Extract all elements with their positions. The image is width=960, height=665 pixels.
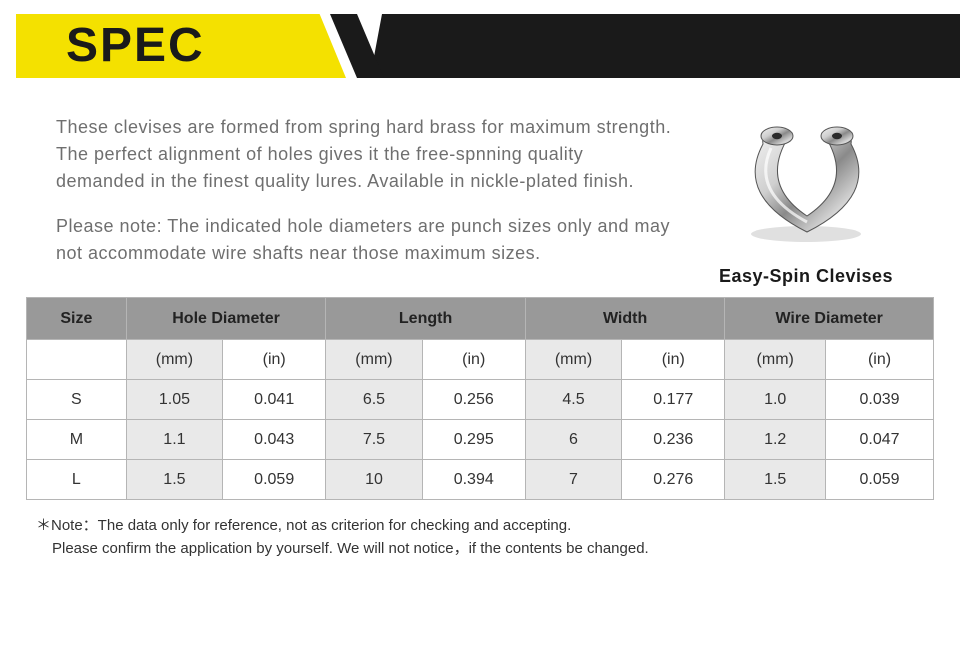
table-unit-row: (mm) (in) (mm) (in) (mm) (in) (mm) (in) (27, 340, 934, 380)
table-row: S 1.05 0.041 6.5 0.256 4.5 0.177 1.0 0.0… (27, 380, 934, 420)
description-paragraph-1: These clevises are formed from spring ha… (56, 114, 672, 195)
cell-wid-in: 0.276 (622, 460, 725, 500)
cell-wire-in: 0.059 (826, 460, 934, 500)
cell-hole-mm: 1.1 (126, 420, 222, 460)
cell-wire-in: 0.039 (826, 380, 934, 420)
description-section: These clevises are formed from spring ha… (0, 78, 960, 297)
cell-len-mm: 7.5 (326, 420, 422, 460)
note-line-1: ＊Note：The data only for reference, not a… (36, 514, 924, 537)
banner-title: SPEC (66, 14, 205, 78)
cell-len-mm: 6.5 (326, 380, 422, 420)
spec-table-wrap: Size Hole Diameter Length Width Wire Dia… (0, 297, 960, 500)
note-line-2: Please confirm the application by yourse… (36, 537, 924, 560)
cell-size: L (27, 460, 127, 500)
col-width: Width (525, 298, 725, 340)
cell-wid-mm: 4.5 (525, 380, 621, 420)
header-banner: SPEC (0, 14, 960, 78)
unit-wid-in: (in) (622, 340, 725, 380)
cell-wid-in: 0.177 (622, 380, 725, 420)
note-section: ＊Note：The data only for reference, not a… (0, 500, 960, 561)
unit-len-in: (in) (422, 340, 525, 380)
col-length: Length (326, 298, 526, 340)
unit-wid-mm: (mm) (525, 340, 621, 380)
cell-hole-in: 0.059 (223, 460, 326, 500)
cell-wid-in: 0.236 (622, 420, 725, 460)
spec-page: SPEC These clevises are formed from spri… (0, 14, 960, 665)
unit-len-mm: (mm) (326, 340, 422, 380)
unit-wire-mm: (mm) (725, 340, 826, 380)
cell-wire-mm: 1.0 (725, 380, 826, 420)
cell-size: S (27, 380, 127, 420)
cell-len-in: 0.295 (422, 420, 525, 460)
table-header-row: Size Hole Diameter Length Width Wire Dia… (27, 298, 934, 340)
banner-black-bar (370, 14, 960, 78)
clevis-icon (711, 114, 901, 254)
cell-hole-in: 0.043 (223, 420, 326, 460)
cell-len-mm: 10 (326, 460, 422, 500)
cell-wire-mm: 1.5 (725, 460, 826, 500)
cell-size: M (27, 420, 127, 460)
spec-table: Size Hole Diameter Length Width Wire Dia… (26, 297, 934, 500)
col-wire-diameter: Wire Diameter (725, 298, 934, 340)
cell-hole-mm: 1.05 (126, 380, 222, 420)
cell-len-in: 0.256 (422, 380, 525, 420)
description-text: These clevises are formed from spring ha… (56, 114, 672, 285)
unit-hole-in: (in) (223, 340, 326, 380)
table-row: M 1.1 0.043 7.5 0.295 6 0.236 1.2 0.047 (27, 420, 934, 460)
table-row: L 1.5 0.059 10 0.394 7 0.276 1.5 0.059 (27, 460, 934, 500)
description-paragraph-2: Please note: The indicated hole diameter… (56, 213, 672, 267)
unit-blank (27, 340, 127, 380)
cell-wid-mm: 6 (525, 420, 621, 460)
cell-wid-mm: 7 (525, 460, 621, 500)
product-block: Easy-Spin Clevises (696, 114, 916, 287)
unit-hole-mm: (mm) (126, 340, 222, 380)
col-size: Size (27, 298, 127, 340)
cell-hole-in: 0.041 (223, 380, 326, 420)
product-caption: Easy-Spin Clevises (696, 266, 916, 287)
cell-len-in: 0.394 (422, 460, 525, 500)
cell-hole-mm: 1.5 (126, 460, 222, 500)
col-hole-diameter: Hole Diameter (126, 298, 326, 340)
cell-wire-mm: 1.2 (725, 420, 826, 460)
unit-wire-in: (in) (826, 340, 934, 380)
cell-wire-in: 0.047 (826, 420, 934, 460)
